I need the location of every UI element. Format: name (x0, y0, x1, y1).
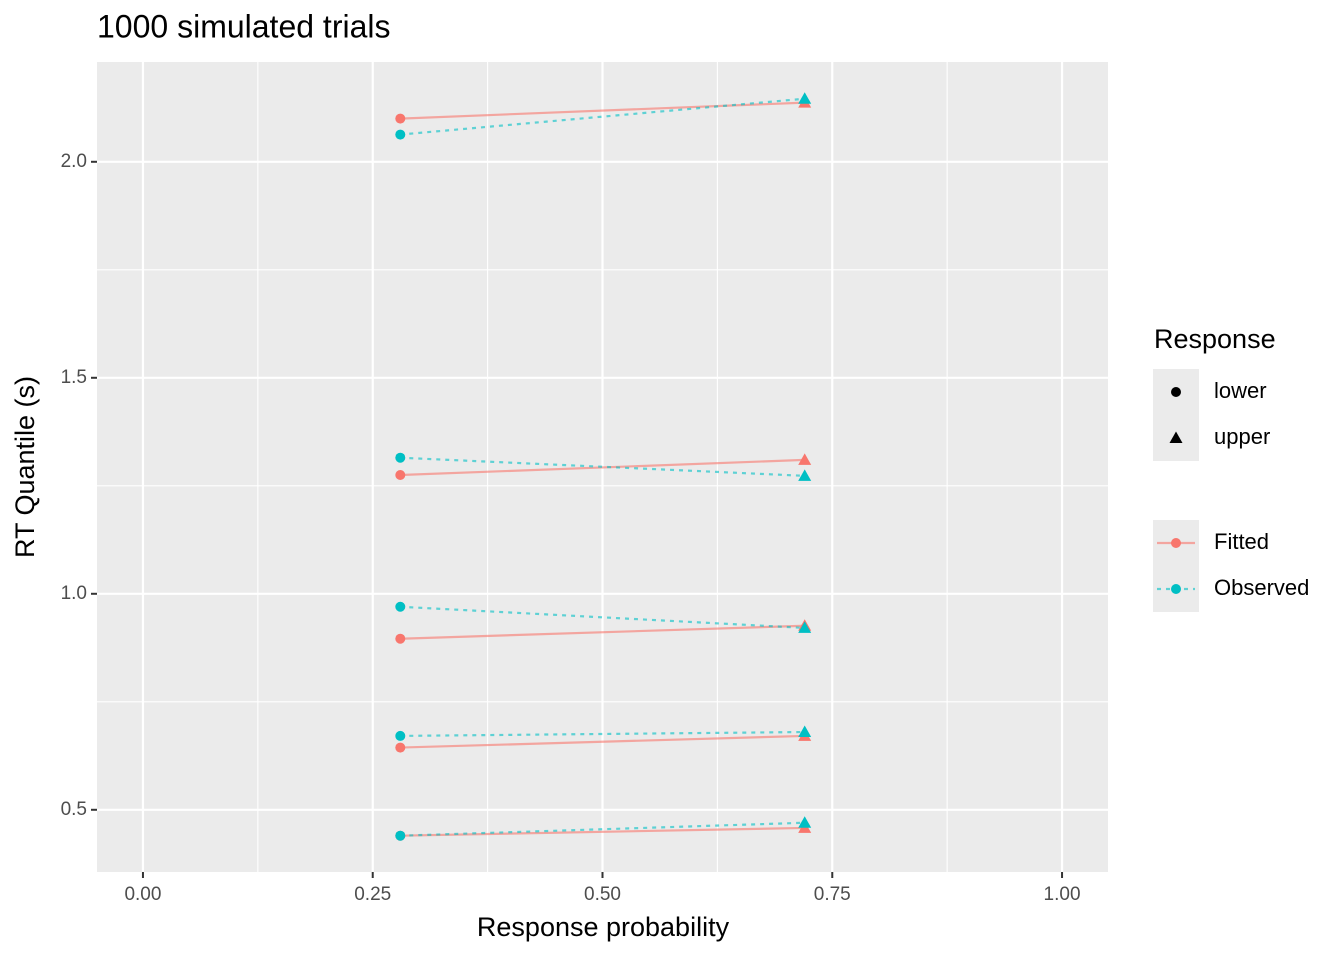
circle-point (395, 730, 406, 741)
triangle-point (798, 92, 812, 104)
quantile-line (400, 734, 805, 749)
circle-point (395, 113, 406, 124)
circle-point (395, 742, 406, 753)
x-tick-label: 0.50 (584, 884, 621, 905)
legend-label: Fitted (1214, 529, 1269, 554)
circle-point (1171, 387, 1181, 397)
quantile-line (400, 826, 805, 837)
y-tick-label: 2.0 (61, 151, 87, 172)
triangle-point (798, 453, 812, 465)
triangle-point (798, 816, 812, 828)
chart-title: 1000 simulated trials (97, 8, 390, 44)
x-tick-label: 0.75 (814, 884, 851, 905)
circle-point (395, 452, 406, 463)
y-tick-label: 0.5 (61, 799, 87, 820)
circle-point (395, 601, 406, 612)
triangle-point (798, 469, 812, 481)
legend-point (1171, 584, 1181, 594)
x-tick-label: 1.00 (1044, 884, 1081, 905)
legend-point (1171, 538, 1181, 548)
legend-title: Response (1154, 324, 1276, 354)
y-tick-label: 1.5 (61, 367, 87, 388)
x-tick-label: 0.25 (354, 884, 391, 905)
triangle-point (798, 725, 812, 738)
y-tick-label: 1.0 (61, 583, 87, 604)
triangle-point (1169, 431, 1183, 443)
quantile-line (400, 624, 805, 640)
legend-label: Observed (1214, 575, 1309, 600)
x-tick-label: 0.00 (124, 884, 161, 905)
legend-label: lower (1214, 378, 1267, 403)
circle-point (395, 129, 406, 140)
circle-point (395, 633, 406, 644)
triangle-point (798, 621, 812, 633)
quantile-line (400, 101, 805, 120)
quantile-line (400, 458, 805, 477)
circle-point (395, 830, 406, 841)
legend-key-bg (1153, 520, 1199, 612)
legend-label: upper (1214, 424, 1270, 449)
x-axis-title: Response probability (477, 912, 730, 942)
legend-key-bg (1153, 369, 1199, 461)
y-axis-title: RT Quantile (s) (10, 376, 40, 558)
circle-point (395, 469, 406, 480)
